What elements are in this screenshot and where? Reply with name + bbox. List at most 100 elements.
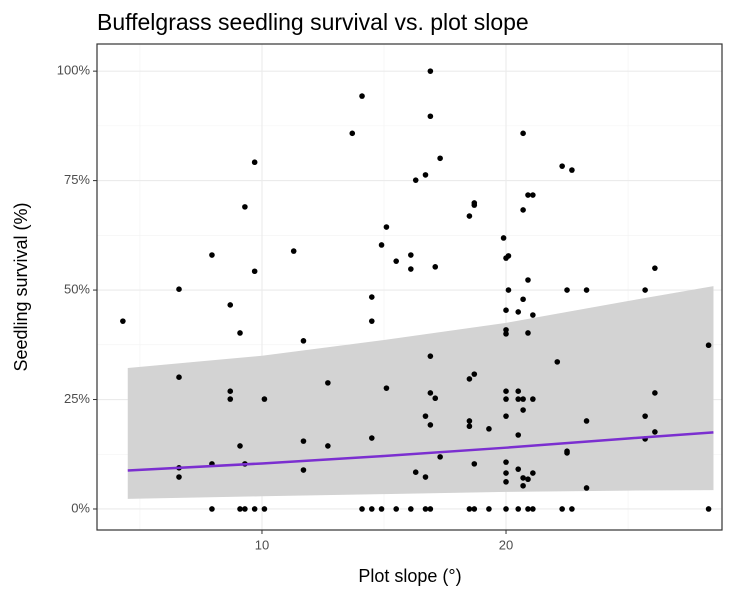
point xyxy=(427,506,434,512)
confidence-band xyxy=(127,286,714,499)
point xyxy=(515,506,522,512)
point xyxy=(176,286,182,292)
point xyxy=(427,422,434,428)
point xyxy=(503,307,509,314)
point xyxy=(300,338,307,344)
x-tick-label: 20 xyxy=(499,537,513,552)
point xyxy=(378,242,385,248)
point xyxy=(466,213,473,219)
point xyxy=(652,429,658,435)
point xyxy=(242,506,248,512)
point xyxy=(525,506,531,512)
point xyxy=(503,327,509,333)
point xyxy=(705,506,712,512)
point xyxy=(503,506,509,512)
point xyxy=(349,130,356,137)
point xyxy=(422,413,429,419)
y-tick-label: 50% xyxy=(64,282,90,297)
point xyxy=(300,438,307,444)
point xyxy=(368,318,375,324)
point xyxy=(503,459,509,465)
point xyxy=(466,376,473,382)
point xyxy=(432,395,439,402)
point xyxy=(378,506,385,512)
point xyxy=(261,506,268,512)
point xyxy=(422,172,429,178)
point xyxy=(520,482,526,489)
point xyxy=(427,390,434,396)
point xyxy=(530,470,536,476)
point xyxy=(393,258,399,264)
point xyxy=(437,454,443,460)
point xyxy=(408,266,414,272)
x-axis-title: Plot slope (°) xyxy=(358,566,461,586)
point xyxy=(569,506,575,512)
point xyxy=(642,413,648,419)
point xyxy=(368,435,375,441)
fit-line xyxy=(127,431,714,472)
point xyxy=(251,268,258,275)
point xyxy=(427,353,434,359)
point xyxy=(559,163,565,169)
point xyxy=(503,331,509,337)
y-tick-label: 25% xyxy=(64,391,90,406)
point xyxy=(520,130,526,137)
point xyxy=(427,68,434,74)
point xyxy=(437,155,443,162)
point xyxy=(290,248,297,254)
point xyxy=(412,469,419,476)
point xyxy=(652,390,658,396)
point xyxy=(408,506,414,512)
point xyxy=(515,466,522,472)
point xyxy=(520,207,526,213)
point xyxy=(427,113,434,120)
point xyxy=(520,296,526,303)
chart-title: Buffelgrass seedling survival vs. plot s… xyxy=(97,9,529,35)
point xyxy=(227,396,234,402)
point xyxy=(466,423,473,430)
point xyxy=(251,506,258,512)
point xyxy=(176,474,182,480)
point xyxy=(525,476,531,483)
point xyxy=(237,506,243,512)
point xyxy=(652,265,658,271)
point xyxy=(583,418,590,424)
point xyxy=(559,506,565,512)
point xyxy=(359,93,365,99)
point xyxy=(422,474,429,480)
point xyxy=(471,461,478,467)
point xyxy=(525,192,531,198)
point xyxy=(393,506,399,512)
point xyxy=(383,224,390,230)
point xyxy=(515,309,522,315)
point xyxy=(359,506,365,512)
point xyxy=(471,506,478,512)
point xyxy=(564,287,570,293)
point xyxy=(325,443,331,449)
point xyxy=(368,506,375,512)
point xyxy=(503,413,509,419)
point xyxy=(530,396,536,402)
point xyxy=(471,202,478,208)
y-axis-title: Seedling survival (%) xyxy=(11,202,31,371)
point xyxy=(500,235,507,241)
point xyxy=(583,287,590,293)
point xyxy=(209,252,215,258)
point xyxy=(503,479,509,485)
point xyxy=(412,177,419,183)
point xyxy=(583,485,590,491)
point xyxy=(564,450,570,456)
point xyxy=(237,443,243,449)
point xyxy=(261,396,268,402)
point xyxy=(383,385,390,391)
point xyxy=(209,506,215,512)
point xyxy=(486,426,492,432)
point xyxy=(368,294,375,300)
point xyxy=(530,312,536,318)
point xyxy=(471,371,478,377)
y-tick-label: 100% xyxy=(57,63,91,78)
x-tick-label: 10 xyxy=(255,537,269,552)
point xyxy=(520,396,526,402)
